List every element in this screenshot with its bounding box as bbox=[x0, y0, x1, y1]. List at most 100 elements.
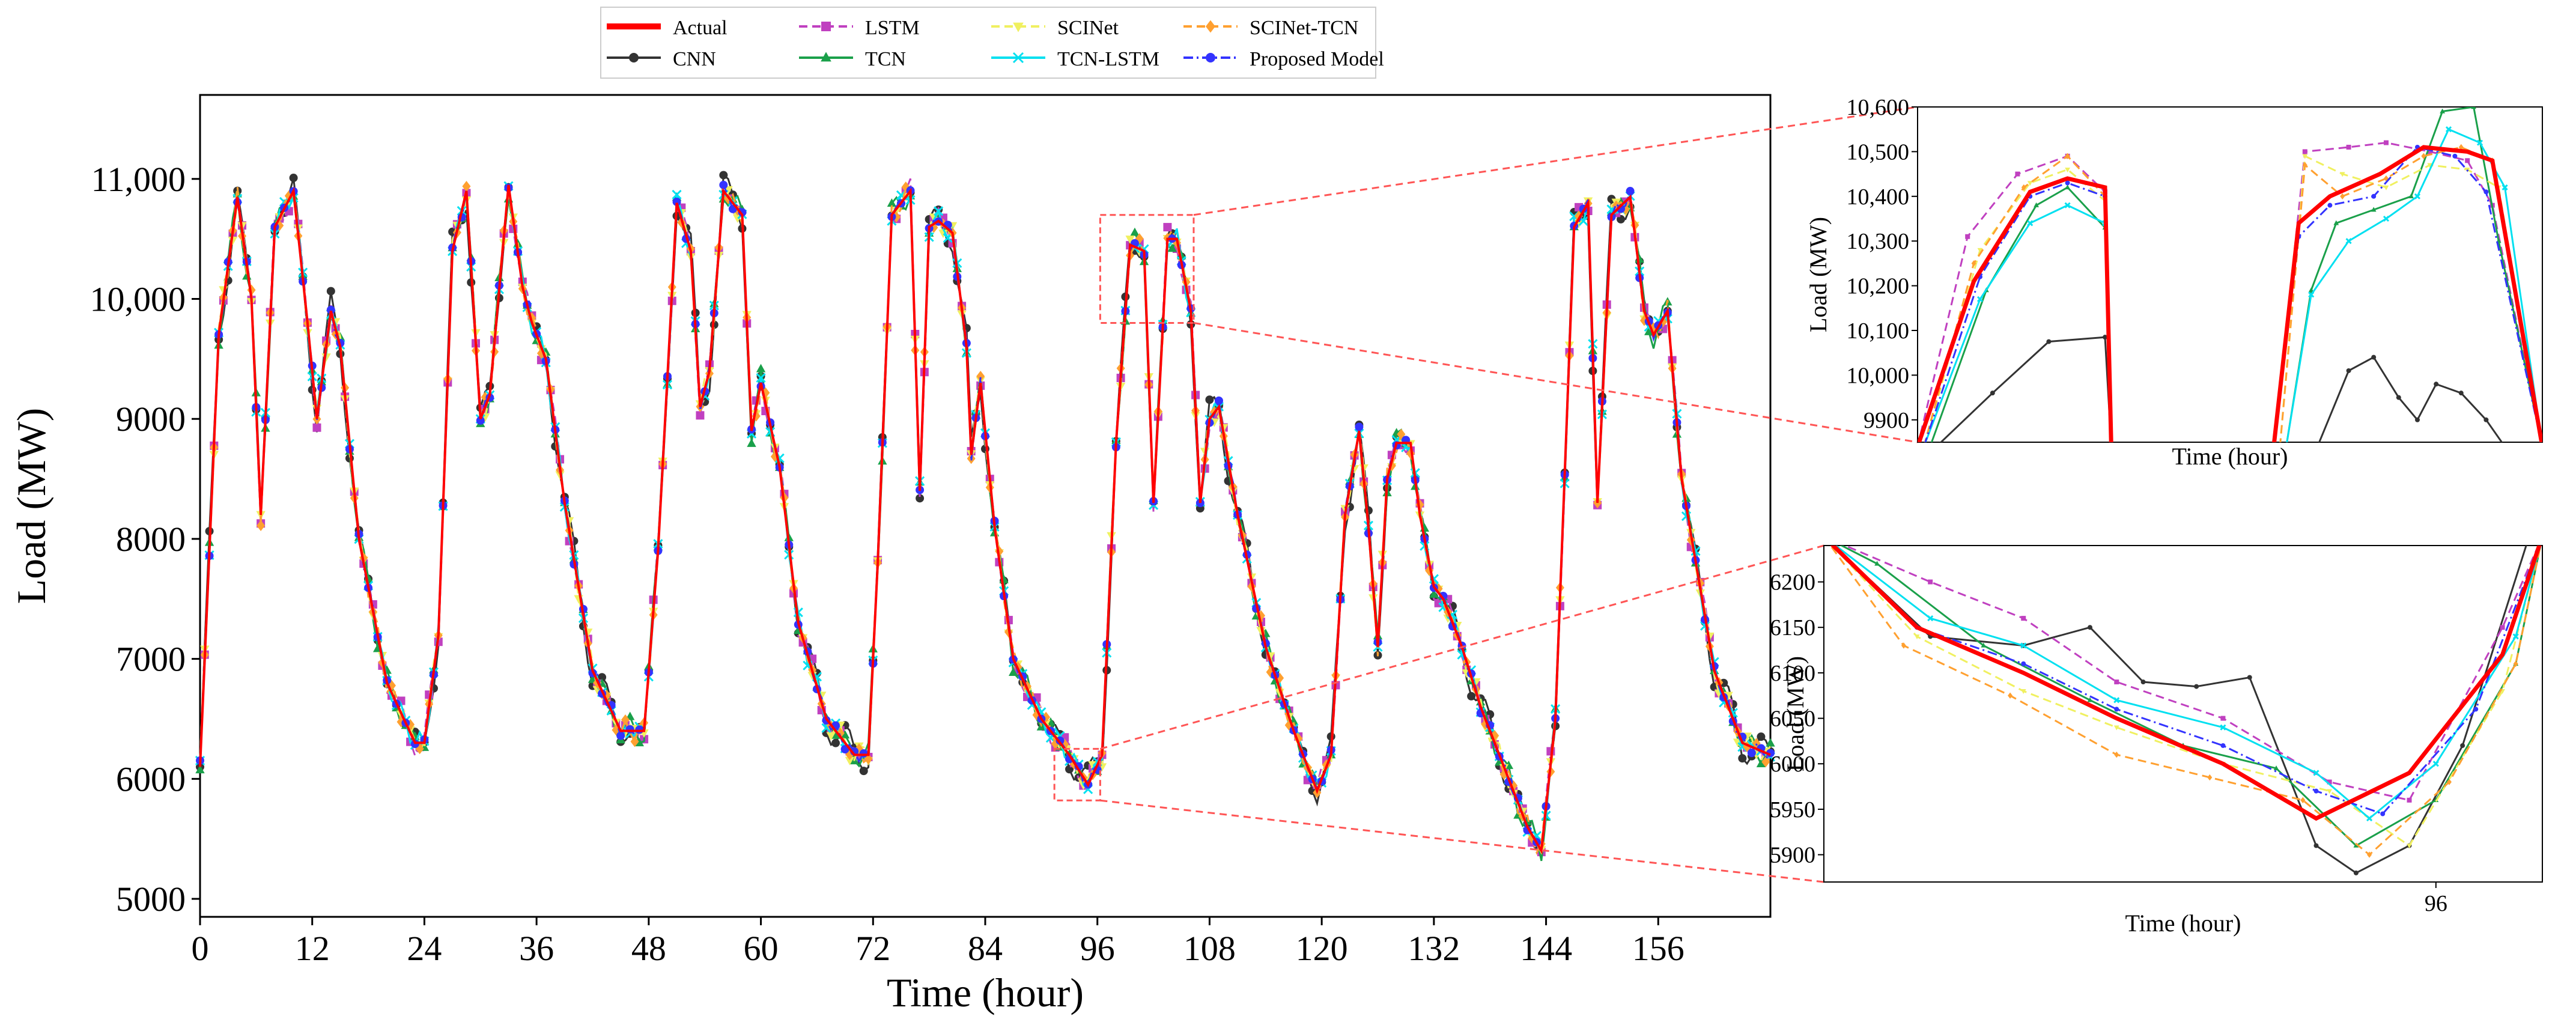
inset-data-point bbox=[2512, 633, 2519, 640]
main-x-tick-label: 0 bbox=[192, 929, 209, 968]
main-data-point bbox=[901, 181, 910, 193]
inset-data-point bbox=[2476, 139, 2483, 146]
main-x-tick-label: 24 bbox=[407, 929, 442, 968]
inset-series-actual bbox=[1918, 145, 2542, 442]
legend-item-tcn-lstm: TCN-LSTM bbox=[991, 48, 1159, 70]
inset-data-point bbox=[2109, 444, 2113, 449]
main-plot-frame bbox=[199, 94, 1772, 918]
main-data-point bbox=[634, 738, 644, 747]
main-zoom-boxes bbox=[1053, 214, 1195, 801]
main-data-point bbox=[976, 371, 985, 382]
main-x-tick-label: 36 bbox=[519, 929, 554, 968]
inset-data-point bbox=[1821, 534, 1827, 538]
main-data-point bbox=[462, 181, 471, 192]
inset-data-point bbox=[2346, 144, 2351, 150]
main-y-tick-label: 9000 bbox=[116, 400, 186, 439]
inset-data-point bbox=[1921, 445, 1927, 449]
main-x-tick-label: 60 bbox=[744, 929, 779, 968]
zoom-connector-line bbox=[1100, 799, 1824, 883]
inset-data-point bbox=[1934, 444, 1939, 449]
main-data-point bbox=[1747, 749, 1756, 758]
main-data-point bbox=[826, 732, 836, 741]
main-data-point bbox=[836, 728, 845, 739]
inset-data-point bbox=[2458, 391, 2464, 396]
main-data-point bbox=[257, 520, 266, 531]
inset-data-point bbox=[2109, 443, 2113, 449]
main-data-point bbox=[887, 198, 897, 207]
inset-y-tick-label: 10,000 bbox=[1847, 363, 1910, 388]
inset-bottom-x-axis-label: Time (hour) bbox=[2125, 910, 2241, 937]
inset-data-point bbox=[2502, 184, 2508, 190]
main-data-point bbox=[621, 714, 630, 726]
inset-top-y-axis-label: Load (MW) bbox=[1805, 217, 1832, 332]
inset-series-actual bbox=[1830, 546, 2542, 821]
main-x-tick-label: 72 bbox=[855, 929, 890, 968]
inset-data-point bbox=[2414, 193, 2421, 199]
main-data-point bbox=[396, 716, 406, 728]
legend: Actual CNN LSTM TCN SCINet TCN-LSTM SCINet-TCN… bbox=[600, 7, 1384, 79]
inset-series-tcn-lstm bbox=[1834, 546, 2541, 822]
inset-data-point bbox=[1874, 561, 1880, 566]
inset-y-tick-label: 6000 bbox=[1770, 752, 1815, 777]
inset-data-point bbox=[2027, 181, 2033, 186]
inset-y-tick-label: 10,600 bbox=[1847, 95, 1910, 120]
main-series bbox=[195, 171, 1776, 862]
main-data-point bbox=[672, 197, 681, 206]
inset-data-point bbox=[2367, 851, 2372, 858]
inset-series-line bbox=[2273, 146, 2542, 442]
inset-data-point bbox=[2020, 689, 2026, 694]
inset-series-line bbox=[1832, 546, 2527, 874]
main-data-point bbox=[630, 736, 639, 747]
inset-bottom-series bbox=[1821, 534, 2545, 875]
inset-data-point bbox=[2114, 751, 2119, 758]
inset-data-point bbox=[2460, 743, 2465, 748]
inset-data-point bbox=[2407, 844, 2412, 849]
inset-data-point bbox=[2427, 149, 2432, 154]
main-data-point bbox=[1060, 738, 1069, 750]
legend-marker bbox=[1012, 52, 1024, 64]
main-data-point bbox=[1766, 738, 1775, 747]
main-y-tick-label: 11,000 bbox=[91, 160, 186, 199]
inset-data-point bbox=[1928, 579, 1933, 585]
inset-data-point bbox=[2445, 126, 2452, 133]
inset-data-point bbox=[2021, 184, 2026, 191]
main-data-point bbox=[616, 731, 625, 740]
inset-data-point bbox=[2300, 797, 2306, 803]
inset-data-point bbox=[1821, 535, 1827, 540]
inset-data-point bbox=[2371, 193, 2377, 199]
inset-data-point bbox=[2113, 725, 2119, 731]
legend-label: SCINet-TCN bbox=[1250, 17, 1358, 39]
inset-data-point bbox=[2109, 444, 2114, 449]
inset-data-point bbox=[2273, 765, 2279, 771]
inset-data-point bbox=[2113, 697, 2120, 704]
legend-label: Proposed Model bbox=[1250, 48, 1384, 70]
main-data-point bbox=[1626, 187, 1635, 196]
inset-data-point bbox=[2065, 184, 2070, 190]
inset-data-point bbox=[1821, 534, 1826, 539]
legend-marker bbox=[821, 22, 831, 31]
inset-data-point bbox=[2340, 193, 2345, 199]
inset-data-point bbox=[2027, 220, 2034, 227]
legend-item-lstm: LSTM bbox=[799, 17, 920, 39]
main-data-point bbox=[719, 180, 728, 189]
inset-series-line bbox=[2273, 141, 2542, 442]
inset-data-point bbox=[2353, 842, 2359, 848]
inset-bottom-x-axis-ticks: 96 bbox=[2425, 882, 2447, 916]
inset-series-line bbox=[2272, 145, 2542, 442]
main-data-point bbox=[1205, 395, 1214, 404]
inset-y-tick-label: 5900 bbox=[1770, 843, 1815, 868]
inset-data-point bbox=[2465, 158, 2470, 163]
inset-data-point bbox=[2065, 180, 2070, 186]
main-x-axis-ticks: 0 12 24 36 48 60 72 84 96 108 120 132 144 156 bbox=[192, 917, 1684, 968]
main-x-tick-label: 144 bbox=[1520, 929, 1572, 968]
inset-data-point bbox=[2327, 202, 2333, 208]
main-x-tick-label: 84 bbox=[968, 929, 1003, 968]
inset-data-point bbox=[2540, 443, 2545, 449]
inset-y-tick-label: 10,200 bbox=[1847, 274, 1910, 299]
main-data-point bbox=[625, 725, 634, 734]
legend-item-scinet-tcn: SCINet-TCN bbox=[1183, 17, 1358, 39]
inset-data-point bbox=[2384, 140, 2389, 145]
legend-label: SCINet bbox=[1057, 17, 1119, 39]
inset-data-point bbox=[2540, 534, 2545, 538]
